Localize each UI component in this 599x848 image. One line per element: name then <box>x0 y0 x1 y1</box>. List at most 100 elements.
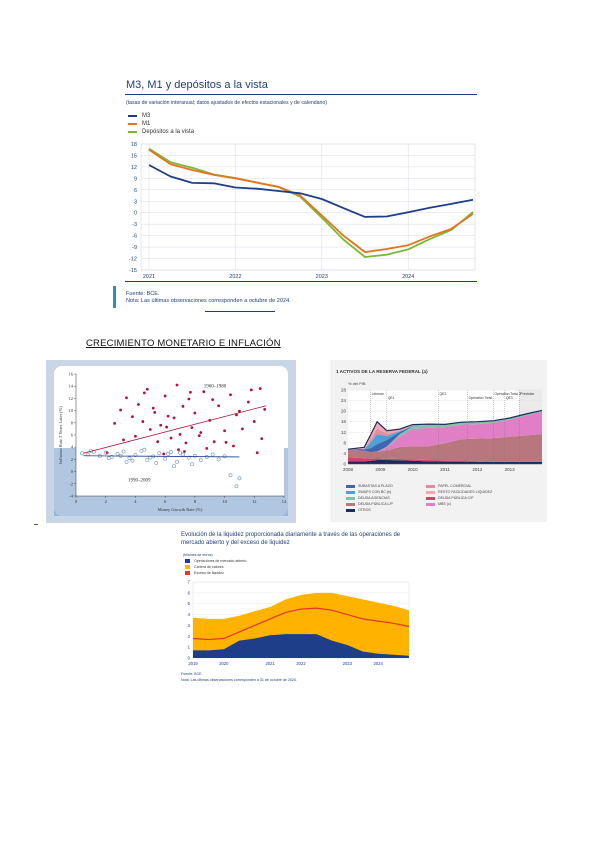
data-point-1990-2009 <box>154 461 159 465</box>
legend-item-depositos: Depósitos a la vista <box>128 129 194 135</box>
x-tick-label: 8 <box>194 499 197 504</box>
data-point-1960-1980 <box>193 411 197 415</box>
y-tick-label: 7 <box>188 580 191 585</box>
legend-item-m1: M1 <box>128 121 150 127</box>
y-tick-label: 0 <box>343 462 346 467</box>
figure1-bottom-rule <box>125 281 477 282</box>
data-point-1960-1980 <box>184 441 188 445</box>
y-tick-label: -9 <box>132 245 137 251</box>
data-point-1960-1980 <box>162 452 166 456</box>
legend-label: Exceso de liquidez <box>194 571 224 575</box>
legend-item: Exceso de liquidez <box>185 571 224 575</box>
y-tick-label: 5 <box>188 601 191 606</box>
y-tick-label: 20 <box>341 409 347 414</box>
data-point-1990-2009 <box>121 449 126 454</box>
figure2-scatter-chart: 0 2 4 6 8 10 12 14 -4 -2 0 2 4 6 8 10 12 14 16 1960–1980 1… <box>54 366 288 516</box>
data-point-1960-1980 <box>190 426 194 430</box>
x-tick-label: 2024 <box>373 661 383 666</box>
figure3-area-chart: 0 4 8 12 16 20 24 28 Lehman QE1 QE2 Operation Twis… <box>341 388 543 472</box>
trend-line-1990-2009 <box>83 455 240 458</box>
data-point-1960-1980 <box>238 409 241 413</box>
figure4-note: Nota: Las últimas observaciones correspo… <box>181 678 297 682</box>
legend-label: DEUDA PÚBLICA C/P <box>438 496 474 500</box>
y-tick-label: 2 <box>71 457 73 462</box>
data-point-1960-1980 <box>137 403 140 406</box>
legend-item: SUBASTAS A PLAZO <box>346 484 393 488</box>
data-point-1960-1980 <box>178 432 182 436</box>
data-point-1990-2009 <box>124 459 129 464</box>
y-tick-label: 6 <box>71 433 74 438</box>
figure1-line-chart: 18 15 12 9 6 3 0 -3 -6 -9 -12 -15 2021 2022 2023 2024 <box>129 142 476 280</box>
data-point-1960-1980 <box>235 413 238 417</box>
y-tick-label: -2 <box>69 481 73 486</box>
y-tick-label: 10 <box>69 408 74 413</box>
data-point-1990-2009 <box>234 484 239 489</box>
legend-label: RESTO FACILIDADES LIQUIDEZ <box>438 490 493 494</box>
x-tick-label: 14 <box>282 499 287 504</box>
data-point-1960-1980 <box>217 404 221 408</box>
data-point-1990-2009 <box>172 464 176 469</box>
x-tick-label: 2019 <box>188 661 198 666</box>
event-label: QE3 <box>506 396 513 400</box>
data-point-1960-1980 <box>159 423 163 427</box>
data-point-1960-1980 <box>232 444 235 448</box>
y-axis-label: Inflation Rate 2 Years Later (%) <box>58 406 63 464</box>
legend-swatch <box>346 490 355 494</box>
legend-swatch <box>185 559 190 563</box>
chart-series <box>192 592 410 658</box>
data-point-1990-2009 <box>142 447 147 452</box>
data-point-1990-2009 <box>178 450 182 455</box>
y-tick-label: 28 <box>341 388 347 393</box>
data-point-1960-1980 <box>169 436 173 440</box>
data-point-1990-2009 <box>228 473 233 478</box>
trend-lines <box>83 405 267 458</box>
x-axis-label: Money Growth Rate (%) <box>158 507 203 512</box>
y-tick-label: 6 <box>134 188 137 194</box>
legend-label: DEUDA PÚBLICA L/P <box>358 502 393 506</box>
data-point-1960-1980 <box>151 406 155 410</box>
legend-swatch <box>128 131 137 133</box>
data-point-1960-1980 <box>172 416 176 420</box>
data-point-1990-2009 <box>189 462 194 467</box>
x-tick-label: 4 <box>134 499 137 504</box>
data-point-1960-1980 <box>211 398 215 402</box>
figure4-title-line1: Evolución de la liquidez proporcionada d… <box>181 532 401 538</box>
data-point-1960-1980 <box>131 415 134 419</box>
y-tick-label: 18 <box>131 142 137 148</box>
figure1-note: Nota: Las últimas observaciones correspo… <box>126 298 291 304</box>
data-point-1960-1980 <box>246 400 250 404</box>
legend-item: Cartera de valores <box>185 565 224 569</box>
figure1-source: Fuente: BCE. <box>126 291 160 297</box>
legend-label: MBS (c) <box>438 502 451 506</box>
figure4-unit: (billones de euros) <box>183 553 213 557</box>
chart-grid <box>140 143 476 271</box>
y-tick-label: 1 <box>188 645 191 650</box>
legend-swatch <box>346 508 355 512</box>
chart-series <box>148 147 474 258</box>
y-axis: 18 15 12 9 6 3 0 -3 -6 -9 -12 -15 <box>129 142 137 274</box>
y-tick-label: 3 <box>188 623 191 628</box>
x-tick-label: 2 <box>105 499 107 504</box>
data-point-1960-1980 <box>187 397 191 401</box>
event-label: QE1 <box>388 396 395 400</box>
y-tick-label: 8 <box>71 420 74 425</box>
stray-mark <box>34 524 38 525</box>
annotation-1990-2009: 1990–2009 <box>128 478 151 483</box>
data-point-1960-1980 <box>212 440 216 444</box>
x-tick-label: 2021 <box>143 274 155 280</box>
event-label: Operation Twist 2 <box>495 392 521 396</box>
y-tick-label: 0 <box>188 656 191 661</box>
line-exceso-de-liquidez <box>192 607 410 641</box>
legend-swatch <box>346 502 355 506</box>
data-point-1990-2009 <box>166 452 171 456</box>
x-tick-label: 2020 <box>219 661 229 666</box>
legend-item: DEUDA AGENCIAS <box>346 496 390 500</box>
legend-label: Operaciones de mercado abierto <box>194 559 247 563</box>
x-tick-label: 2011 <box>440 467 450 472</box>
data-point-1960-1980 <box>134 434 137 438</box>
y-tick-label: 2 <box>188 634 191 639</box>
figure2-panel: 0 2 4 6 8 10 12 14 -4 -2 0 2 4 6 8 10 12 14 16 1960–1980 1… <box>46 360 296 523</box>
source-accent-bar <box>113 286 116 308</box>
y-tick-label: 8 <box>343 440 346 445</box>
